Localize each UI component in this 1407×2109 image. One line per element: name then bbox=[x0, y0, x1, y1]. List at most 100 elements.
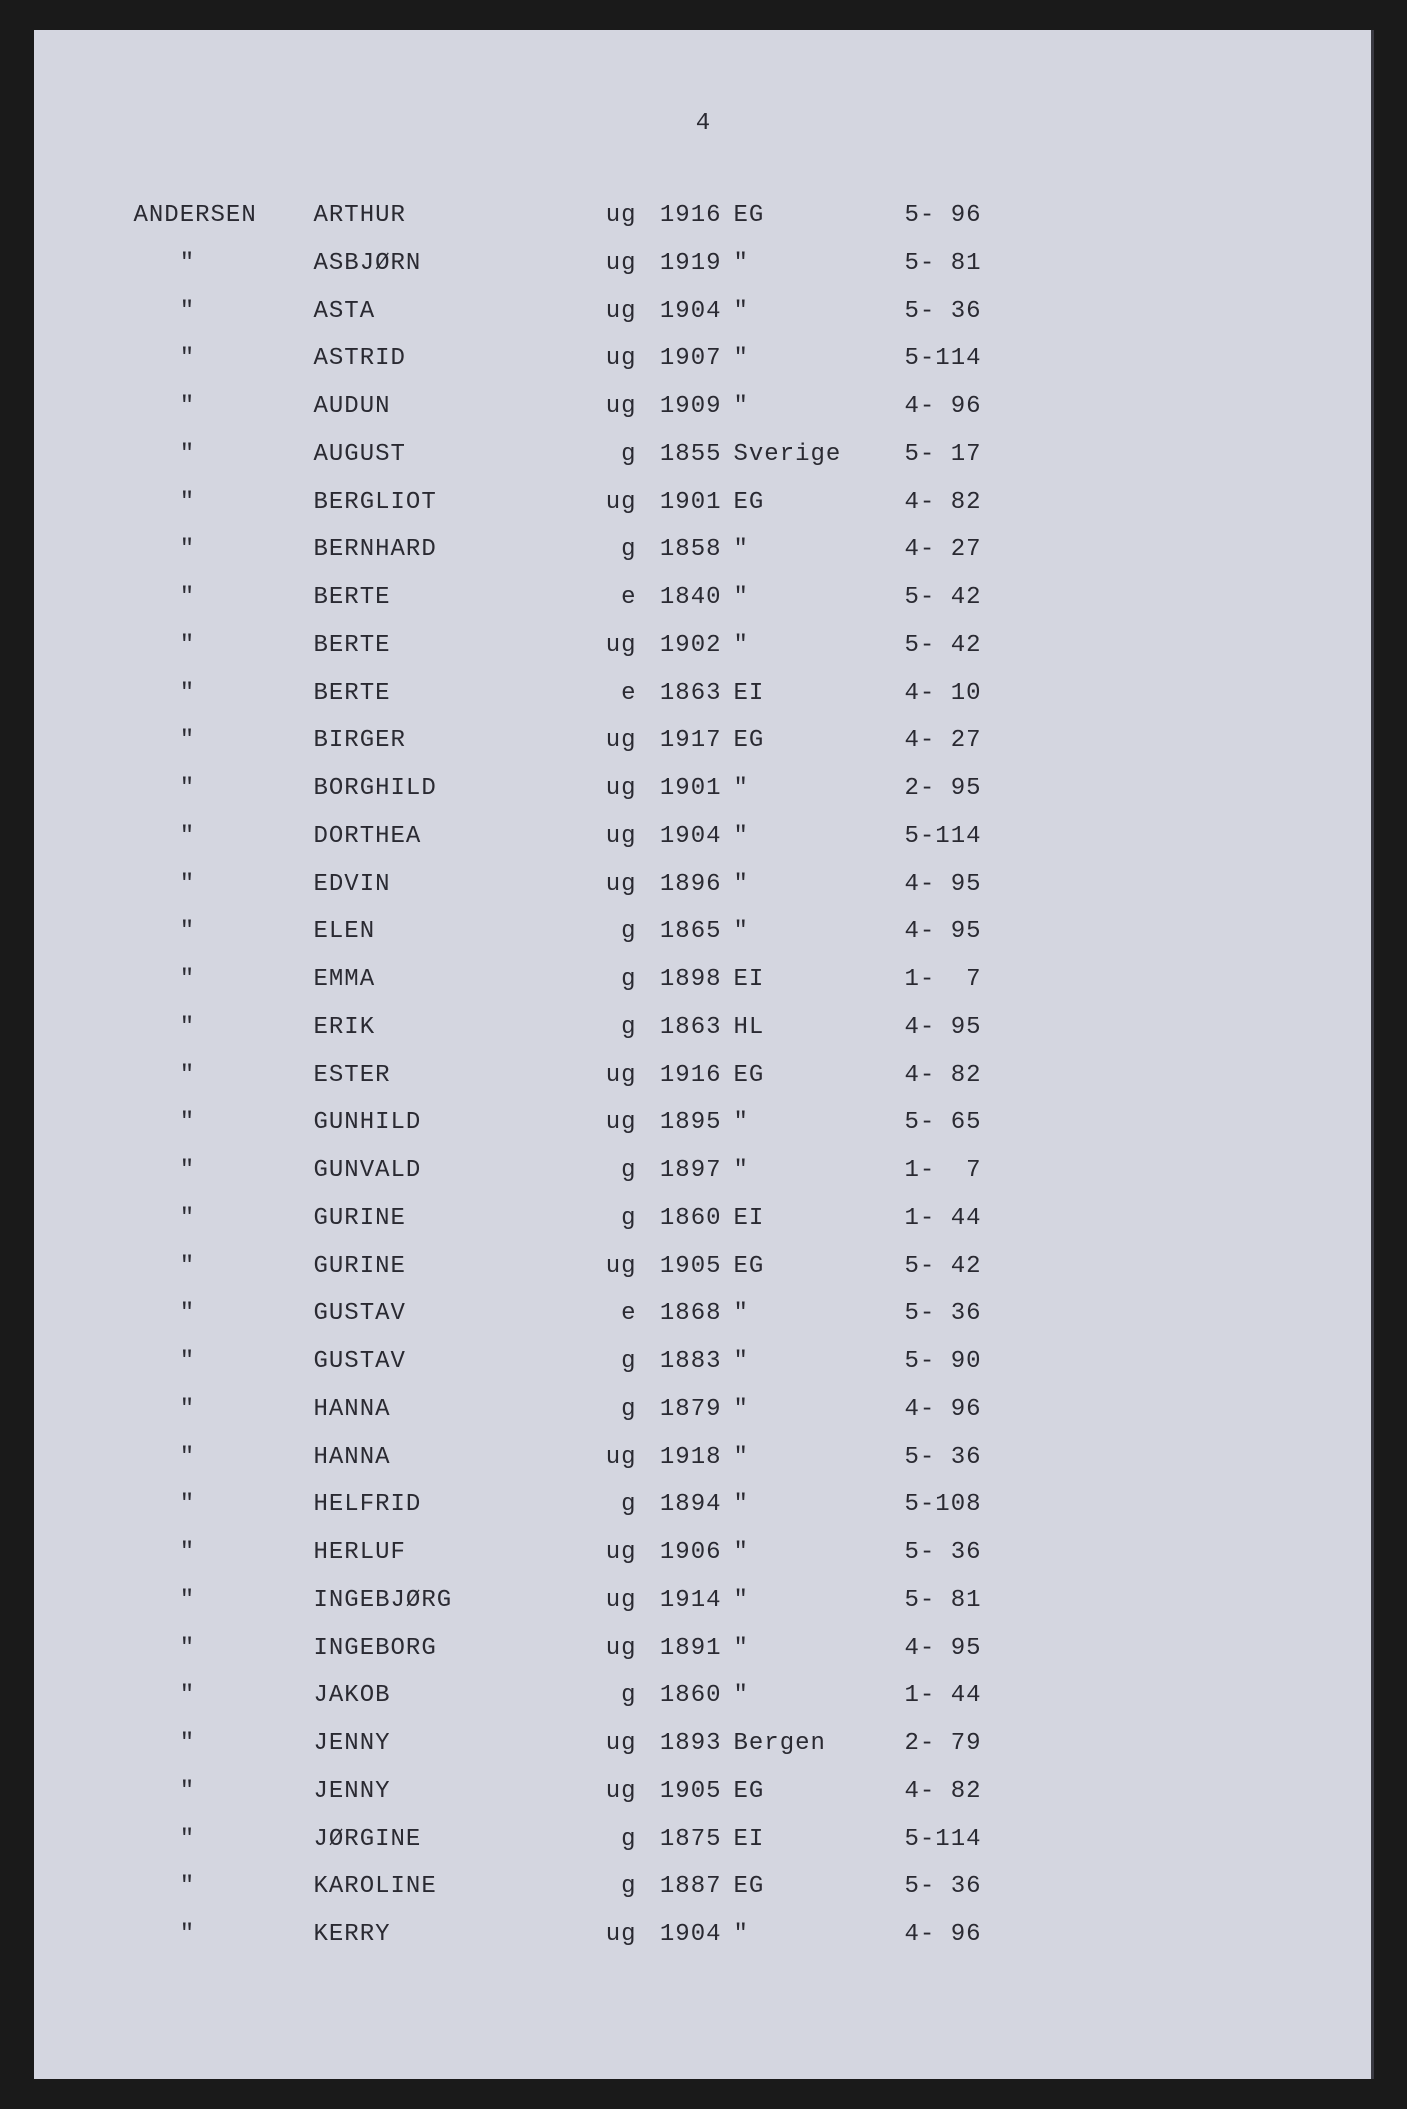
col-ref: 4- 95 bbox=[872, 908, 982, 956]
col-surname: " bbox=[134, 1529, 314, 1577]
col-ref: 4- 82 bbox=[872, 479, 982, 527]
col-given: GUSTAV bbox=[314, 1338, 589, 1386]
table-row: "ASTRIDug 1907"5-114 bbox=[134, 335, 1274, 383]
table-row: "KAROLINEg 1887EG5- 36 bbox=[134, 1863, 1274, 1911]
col-surname: " bbox=[134, 1099, 314, 1147]
col-surname: " bbox=[134, 765, 314, 813]
col-year: 1902 bbox=[637, 622, 722, 670]
table-row: "GURINEg 1860EI1- 44 bbox=[134, 1195, 1274, 1243]
col-surname: " bbox=[134, 1768, 314, 1816]
table-row: "JENNYug 1893Bergen2- 79 bbox=[134, 1720, 1274, 1768]
col-place: " bbox=[722, 1577, 872, 1625]
col-given: BERTE bbox=[314, 622, 589, 670]
col-place: " bbox=[722, 1625, 872, 1673]
col-ref: 5- 42 bbox=[872, 574, 982, 622]
col-surname: " bbox=[134, 861, 314, 909]
col-given: ERIK bbox=[314, 1004, 589, 1052]
col-given: JENNY bbox=[314, 1768, 589, 1816]
col-year: 1863 bbox=[637, 670, 722, 718]
col-place: EI bbox=[722, 1816, 872, 1864]
col-given: ELEN bbox=[314, 908, 589, 956]
col-given: GUNVALD bbox=[314, 1147, 589, 1195]
col-place: " bbox=[722, 1290, 872, 1338]
col-given: ASTRID bbox=[314, 335, 589, 383]
col-place: Bergen bbox=[722, 1720, 872, 1768]
col-surname: " bbox=[134, 1004, 314, 1052]
col-place: EG bbox=[722, 1768, 872, 1816]
col-ref: 5- 36 bbox=[872, 288, 982, 336]
col-ref: 5- 36 bbox=[872, 1863, 982, 1911]
col-year: 1855 bbox=[637, 431, 722, 479]
col-year: 1898 bbox=[637, 956, 722, 1004]
col-status: g bbox=[589, 1863, 637, 1911]
col-ref: 5- 42 bbox=[872, 1243, 982, 1291]
table-row: "HERLUFug 1906"5- 36 bbox=[134, 1529, 1274, 1577]
col-place: " bbox=[722, 1911, 872, 1959]
col-status: e bbox=[589, 670, 637, 718]
table-row: "AUDUNug 1909"4- 96 bbox=[134, 383, 1274, 431]
table-row: "JAKOBg 1860"1- 44 bbox=[134, 1672, 1274, 1720]
col-status: ug bbox=[589, 861, 637, 909]
col-status: ug bbox=[589, 765, 637, 813]
col-year: 1907 bbox=[637, 335, 722, 383]
col-ref: 4- 27 bbox=[872, 717, 982, 765]
col-status: ug bbox=[589, 1099, 637, 1147]
col-year: 1887 bbox=[637, 1863, 722, 1911]
col-status: ug bbox=[589, 288, 637, 336]
col-status: ug bbox=[589, 1625, 637, 1673]
col-given: GURINE bbox=[314, 1195, 589, 1243]
col-place: " bbox=[722, 1672, 872, 1720]
col-ref: 2- 95 bbox=[872, 765, 982, 813]
col-status: ug bbox=[589, 335, 637, 383]
col-ref: 4- 82 bbox=[872, 1052, 982, 1100]
col-year: 1879 bbox=[637, 1386, 722, 1434]
col-status: ug bbox=[589, 813, 637, 861]
col-given: JENNY bbox=[314, 1720, 589, 1768]
col-place: " bbox=[722, 526, 872, 574]
col-ref: 5-114 bbox=[872, 813, 982, 861]
col-given: JAKOB bbox=[314, 1672, 589, 1720]
col-place: HL bbox=[722, 1004, 872, 1052]
col-surname: " bbox=[134, 1386, 314, 1434]
col-surname: " bbox=[134, 526, 314, 574]
col-year: 1909 bbox=[637, 383, 722, 431]
col-surname: " bbox=[134, 1816, 314, 1864]
col-year: 1896 bbox=[637, 861, 722, 909]
col-year: 1868 bbox=[637, 1290, 722, 1338]
col-surname: " bbox=[134, 813, 314, 861]
col-surname: " bbox=[134, 479, 314, 527]
col-place: EG bbox=[722, 1052, 872, 1100]
col-year: 1891 bbox=[637, 1625, 722, 1673]
col-ref: 4- 95 bbox=[872, 861, 982, 909]
col-given: BERNHARD bbox=[314, 526, 589, 574]
col-surname: " bbox=[134, 717, 314, 765]
col-surname: " bbox=[134, 1195, 314, 1243]
page-edge-shadow bbox=[1372, 70, 1374, 2019]
col-status: e bbox=[589, 574, 637, 622]
table-row: "GURINEug 1905EG5- 42 bbox=[134, 1243, 1274, 1291]
col-status: ug bbox=[589, 622, 637, 670]
table-row: "BERGLIOTug 1901EG4- 82 bbox=[134, 479, 1274, 527]
col-surname: " bbox=[134, 1243, 314, 1291]
col-given: BERTE bbox=[314, 574, 589, 622]
col-given: BORGHILD bbox=[314, 765, 589, 813]
col-year: 1904 bbox=[637, 1911, 722, 1959]
col-surname: " bbox=[134, 335, 314, 383]
col-surname: " bbox=[134, 1863, 314, 1911]
col-place: " bbox=[722, 1481, 872, 1529]
col-given: BIRGER bbox=[314, 717, 589, 765]
table-row: "HANNAug 1918"5- 36 bbox=[134, 1434, 1274, 1482]
col-given: HERLUF bbox=[314, 1529, 589, 1577]
table-row: "AUGUSTg 1855Sverige5- 17 bbox=[134, 431, 1274, 479]
col-given: JØRGINE bbox=[314, 1816, 589, 1864]
col-status: g bbox=[589, 1816, 637, 1864]
col-surname: " bbox=[134, 670, 314, 718]
col-ref: 4- 95 bbox=[872, 1004, 982, 1052]
col-status: ug bbox=[589, 1911, 637, 1959]
col-surname: " bbox=[134, 1338, 314, 1386]
col-status: ug bbox=[589, 717, 637, 765]
col-place: " bbox=[722, 335, 872, 383]
col-place: EG bbox=[722, 1863, 872, 1911]
table-row: "JØRGINEg 1875EI5-114 bbox=[134, 1816, 1274, 1864]
col-year: 1906 bbox=[637, 1529, 722, 1577]
